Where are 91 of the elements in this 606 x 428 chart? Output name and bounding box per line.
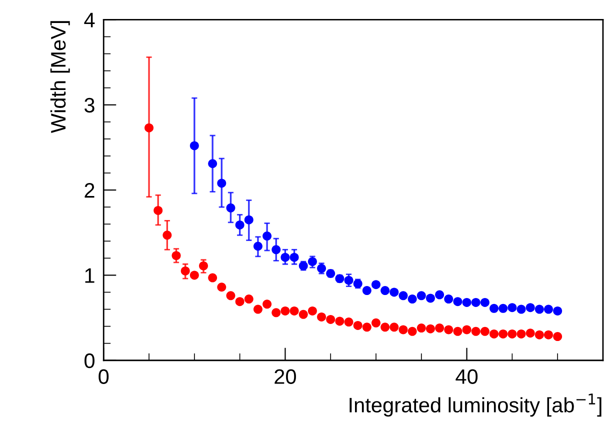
point: [280, 252, 290, 262]
point: [308, 306, 317, 316]
point: [198, 261, 208, 270]
point: [408, 326, 417, 336]
point: [471, 326, 480, 336]
point: [426, 324, 435, 334]
point: [226, 291, 236, 300]
point: [290, 306, 299, 316]
point: [398, 291, 408, 300]
point: [235, 297, 244, 306]
point: [217, 178, 226, 188]
point: [490, 304, 499, 313]
point: [272, 308, 281, 318]
point: [244, 294, 254, 304]
x-tick-label: 20: [274, 369, 296, 384]
point: [290, 252, 299, 262]
point: [516, 329, 526, 338]
point: [353, 320, 362, 330]
point: [435, 290, 444, 300]
y-tick-label: 1: [85, 268, 94, 283]
point: [408, 294, 417, 304]
point: [208, 159, 218, 168]
point: [262, 232, 272, 241]
point: [534, 330, 544, 340]
point: [371, 280, 380, 290]
point: [435, 324, 444, 333]
point: [498, 329, 508, 338]
point: [398, 325, 408, 334]
point: [154, 206, 163, 215]
point: [190, 270, 199, 280]
point: [544, 330, 553, 340]
point: [390, 322, 399, 332]
point: [526, 303, 535, 312]
y-tick-label: 4: [84, 12, 95, 28]
point: [426, 294, 435, 303]
point: [244, 215, 254, 224]
point: [498, 304, 508, 313]
point: [208, 273, 218, 282]
point: [453, 297, 462, 306]
point: [317, 312, 326, 322]
point: [380, 322, 390, 332]
point: [534, 304, 544, 314]
point: [444, 294, 454, 304]
point: [362, 286, 372, 296]
point: [480, 326, 490, 336]
point: [235, 220, 244, 230]
point: [508, 303, 517, 312]
y-tick-label: 3: [84, 98, 94, 113]
point: [371, 318, 380, 328]
point: [362, 322, 372, 332]
point: [326, 314, 336, 324]
x-tick-label: 0: [98, 369, 109, 384]
point: [480, 298, 490, 307]
point: [416, 324, 426, 333]
point: [172, 251, 181, 260]
point: [217, 282, 226, 292]
point: [253, 304, 262, 314]
point: [344, 276, 354, 285]
point: [190, 141, 199, 150]
point: [335, 316, 344, 326]
point: [526, 328, 535, 338]
x-axis-title: Integrated luminosity [ab$^{−1}$]: [350, 394, 602, 417]
point: [272, 245, 281, 254]
point: [226, 203, 236, 212]
x-tick-label: 40: [456, 369, 478, 384]
point: [253, 242, 262, 251]
point: [462, 298, 472, 307]
y-axis-title: Width [MeV]: [50, 21, 70, 134]
point: [544, 304, 553, 314]
point: [471, 298, 480, 307]
point: [308, 257, 317, 266]
y-tick-label: 2: [84, 183, 94, 198]
point: [390, 288, 399, 297]
point: [444, 325, 454, 334]
point: [490, 329, 499, 338]
point: [180, 266, 190, 276]
point: [416, 291, 426, 300]
point: [344, 318, 354, 327]
point: [508, 329, 517, 338]
point: [298, 310, 308, 319]
point: [462, 325, 472, 334]
point: [262, 300, 272, 309]
y-tick-label: 0: [84, 353, 94, 368]
point: [553, 332, 562, 342]
point: [144, 123, 154, 132]
point: [453, 326, 462, 336]
point: [553, 306, 562, 316]
point: [516, 304, 526, 314]
point: [162, 230, 172, 240]
point: [380, 286, 390, 296]
point: [280, 306, 290, 316]
